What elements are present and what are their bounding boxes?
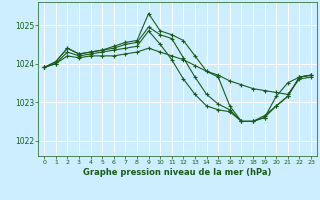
X-axis label: Graphe pression niveau de la mer (hPa): Graphe pression niveau de la mer (hPa) [84, 168, 272, 177]
